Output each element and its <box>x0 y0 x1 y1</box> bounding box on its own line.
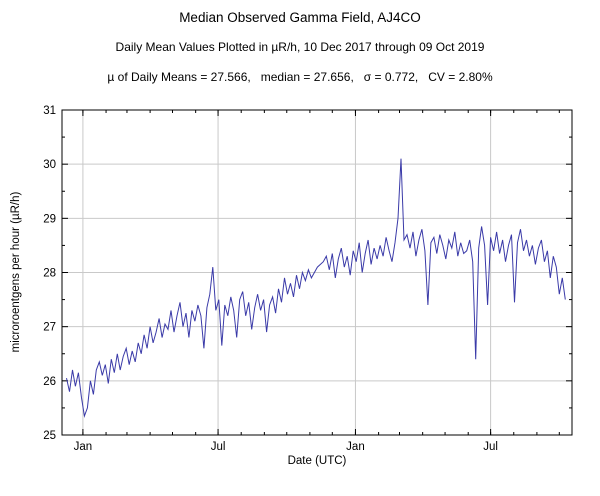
y-tick-label: 27 <box>43 322 56 334</box>
y-tick-label: 28 <box>43 268 56 280</box>
x-tick-label: Jul <box>211 441 226 453</box>
x-tick-label: Jul <box>483 441 498 453</box>
y-tick-label: 25 <box>43 430 56 442</box>
x-tick-label: Jan <box>74 441 93 453</box>
chart-title: Median Observed Gamma Field, AJ4CO <box>179 10 421 25</box>
x-tick-label: Jan <box>346 441 365 453</box>
data-line <box>66 158 566 418</box>
y-tick-label: 29 <box>43 213 56 225</box>
chart-stats-line: µ of Daily Means = 27.566, median = 27.6… <box>107 70 493 84</box>
y-tick-label: 31 <box>43 105 56 117</box>
y-axis-label: microroentgens per hour (µR/h) <box>10 191 22 353</box>
chart-subtitle: Daily Mean Values Plotted in µR/h, 10 De… <box>115 40 485 54</box>
x-axis-label: Date (UTC) <box>287 455 347 467</box>
y-tick-label: 30 <box>43 159 56 171</box>
y-tick-label: 26 <box>43 376 56 388</box>
